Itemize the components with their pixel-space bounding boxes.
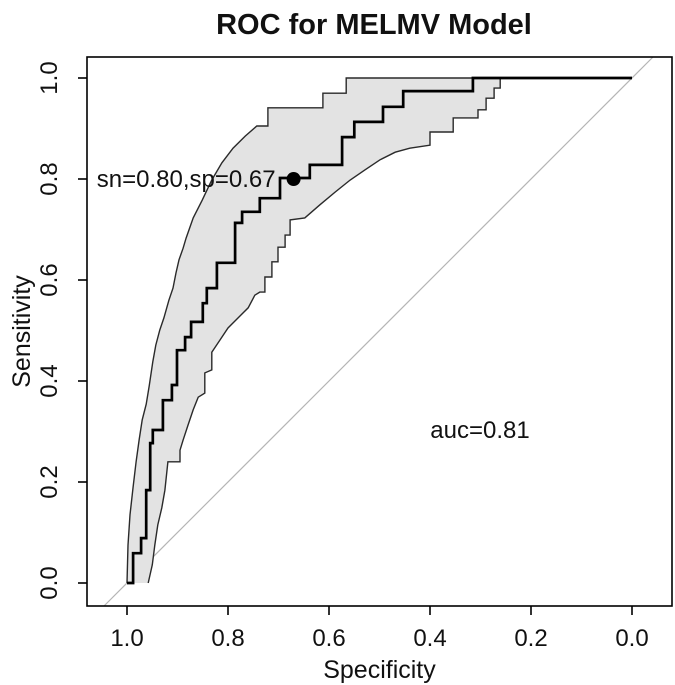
y-tick-label: 1.0	[36, 61, 63, 94]
operating-point-marker	[286, 172, 301, 186]
ci-upper-boundary-line	[126, 77, 503, 584]
confidence-band	[127, 78, 503, 583]
chart-title: ROC for MELMV Model	[216, 9, 532, 41]
y-tick-label: 0.0	[36, 566, 63, 599]
ci-lower-boundary-line	[147, 77, 503, 584]
x-axis-ticks: 1.0 0.8 0.6 0.4 0.2 0.0	[110, 606, 649, 652]
roc-curve-line	[127, 76, 632, 585]
y-axis-title: Sensitivity	[8, 275, 36, 388]
y-tick-label: 0.6	[36, 263, 63, 296]
operating-point-label: sn=0.80,sp=0.67	[97, 166, 276, 193]
auc-label: auc=0.81	[430, 417, 529, 444]
x-tick-label: 0.4	[413, 625, 446, 652]
x-tick-label: 0.2	[514, 625, 547, 652]
x-tick-label: 1.0	[110, 625, 143, 652]
y-tick-label: 0.8	[36, 162, 63, 195]
x-tick-label: 0.8	[211, 625, 244, 652]
x-tick-label: 0.0	[615, 625, 648, 652]
plot-border	[86, 56, 673, 607]
x-axis-title: Specificity	[323, 656, 436, 684]
chance-diagonal-line	[103, 56, 654, 607]
y-axis-ticks: 0.0 0.2 0.4 0.6 0.8 1.0	[36, 61, 87, 600]
x-tick-label: 0.6	[312, 625, 345, 652]
y-tick-label: 0.2	[36, 465, 63, 498]
y-tick-label: 0.4	[36, 364, 63, 397]
